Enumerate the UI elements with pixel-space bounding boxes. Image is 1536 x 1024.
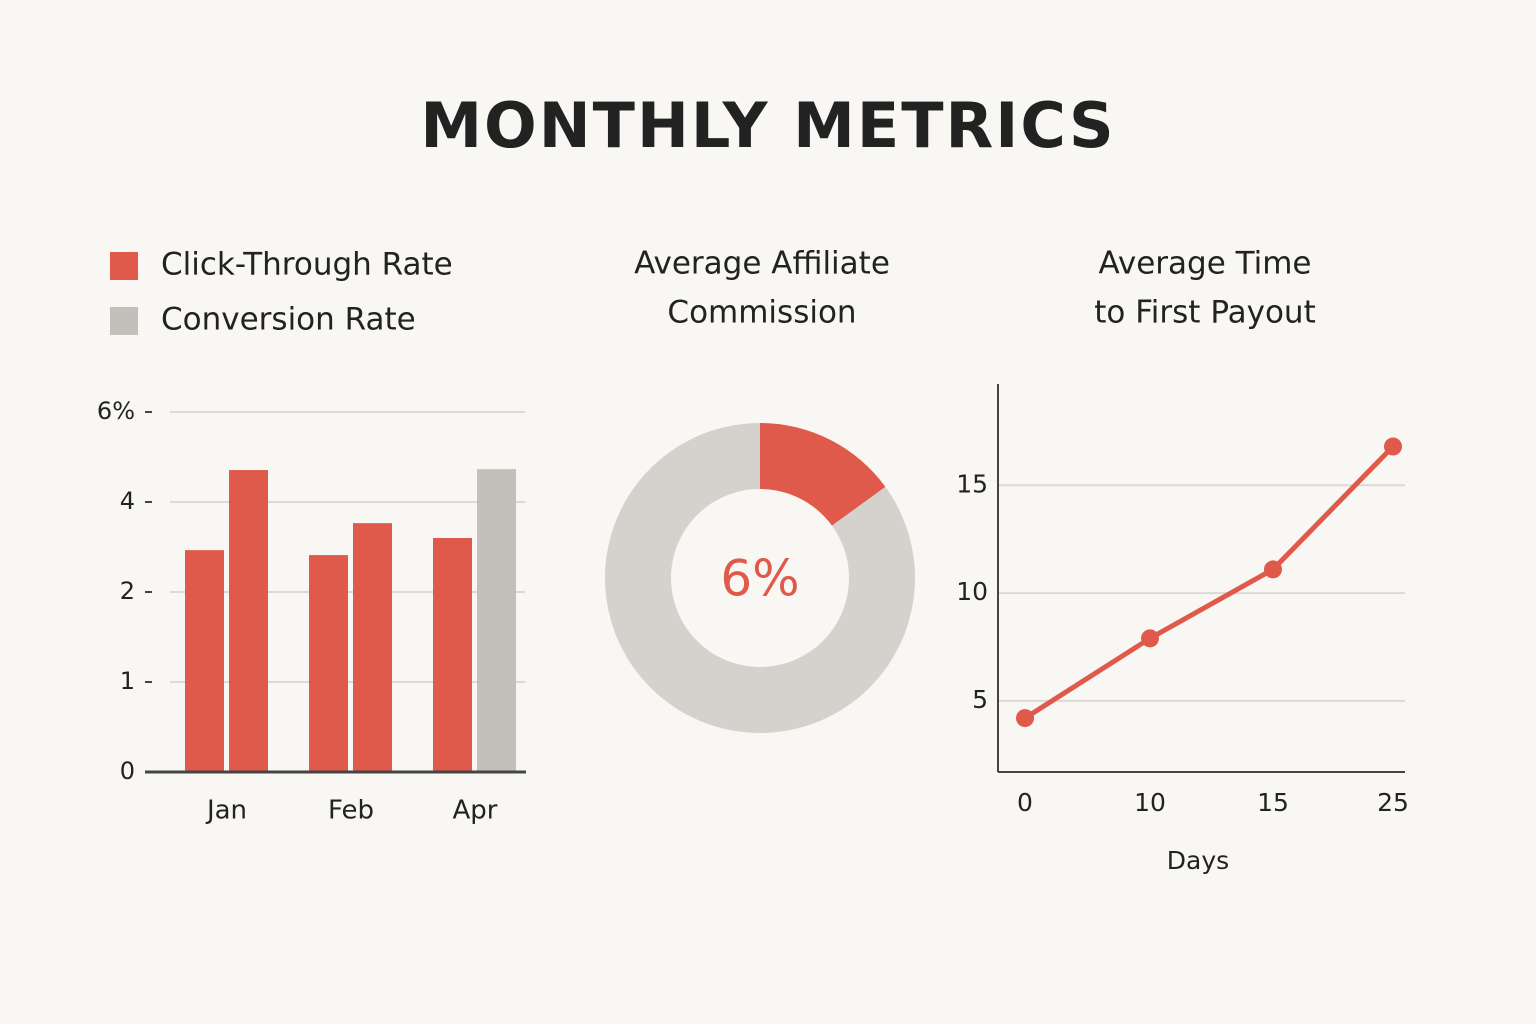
bar: [309, 555, 348, 772]
legend-label: Conversion Rate: [161, 302, 416, 338]
y-tick-label: 0: [120, 757, 135, 785]
y-tick-label: 6%: [97, 397, 135, 425]
line: [1023, 444, 1395, 721]
x-tick-label: 0: [1017, 788, 1033, 817]
x-tick-label: Jan: [205, 796, 247, 826]
y-tick-label: 10: [956, 577, 988, 606]
chart-title: Commission: [667, 295, 856, 331]
page-title: MONTHLY METRICS: [420, 89, 1115, 162]
point: [1384, 437, 1402, 456]
donut-slice: [760, 423, 886, 526]
donut-slice: [605, 423, 915, 734]
bar: [353, 523, 392, 772]
point: [1016, 709, 1034, 728]
x-axis-label: Days: [1167, 846, 1229, 875]
chart-title: to First Payout: [1094, 295, 1315, 331]
chart-title: Average Affiliate: [634, 246, 890, 282]
legend-swatch: [110, 307, 138, 335]
y-tick-label: 5: [972, 685, 988, 714]
x-tick-label: Apr: [453, 796, 498, 826]
legend-swatch: [110, 252, 138, 280]
bar: [477, 469, 516, 772]
point: [1264, 560, 1282, 579]
y-tick-label: 15: [956, 469, 988, 498]
x-tick-label: Feb: [328, 796, 374, 826]
x-tick-label: 15: [1257, 788, 1289, 817]
bar: [229, 470, 268, 772]
point: [1141, 629, 1159, 648]
y-tick-label: 4: [120, 487, 135, 515]
bar: [185, 550, 224, 772]
x-tick-label: 10: [1134, 788, 1166, 817]
bar: [433, 538, 472, 772]
legend-label: Click-Through Rate: [161, 247, 453, 283]
center-label: 6%: [720, 550, 799, 608]
x-tick-label: 25: [1377, 788, 1409, 817]
chart-title: Average Time: [1098, 246, 1311, 282]
y-tick-label: 2: [120, 577, 135, 605]
y-tick-label: 1: [120, 667, 135, 695]
